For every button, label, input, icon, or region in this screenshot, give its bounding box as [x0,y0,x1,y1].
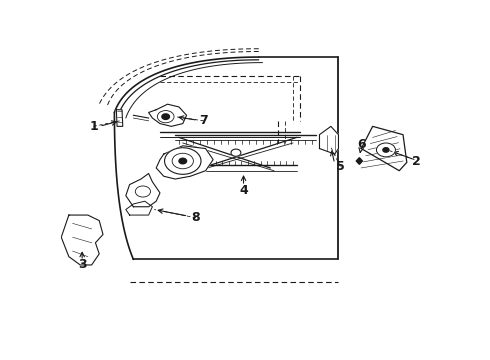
Polygon shape [356,158,363,164]
Circle shape [162,114,170,120]
Circle shape [383,148,389,152]
Text: 8: 8 [192,211,200,224]
Circle shape [157,111,174,123]
Polygon shape [319,126,339,154]
Polygon shape [156,146,213,179]
Text: 6: 6 [357,138,366,151]
Text: 3: 3 [78,258,86,271]
Polygon shape [361,126,407,171]
Circle shape [376,143,395,157]
Text: 7: 7 [199,114,208,127]
Circle shape [231,149,241,156]
Polygon shape [126,201,152,215]
Polygon shape [148,104,187,126]
Text: 2: 2 [412,154,421,167]
Polygon shape [116,110,123,126]
Text: 5: 5 [336,160,345,173]
Circle shape [179,158,187,164]
Text: 1: 1 [89,120,98,133]
Polygon shape [126,174,160,207]
Circle shape [135,186,150,197]
Circle shape [165,148,201,174]
Text: 4: 4 [239,184,248,197]
Circle shape [172,153,194,169]
Polygon shape [61,215,103,265]
